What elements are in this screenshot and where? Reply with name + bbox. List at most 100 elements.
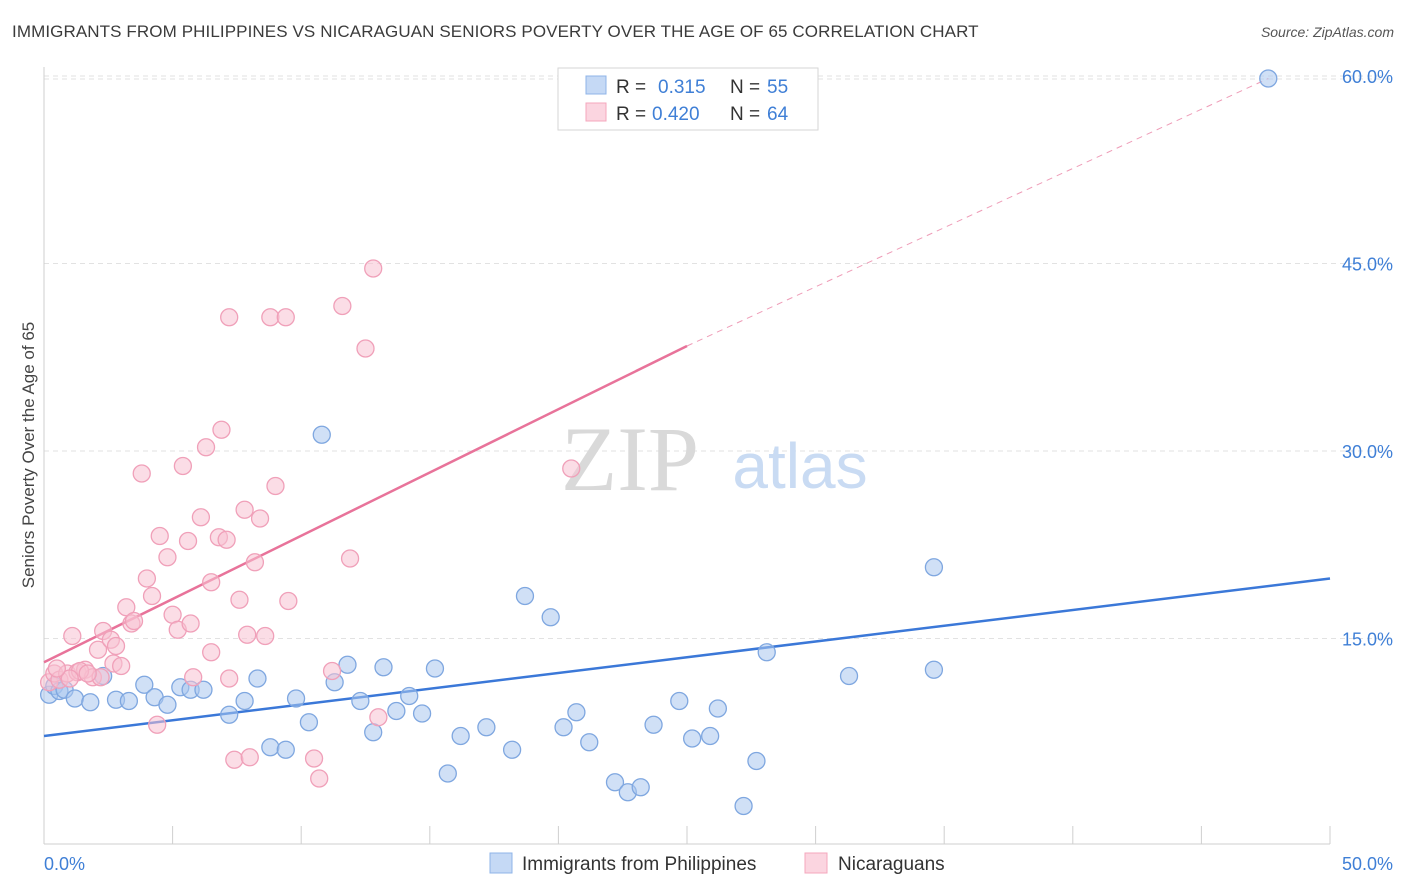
point-philippines [700,726,720,746]
point-philippines [502,740,522,759]
axes: 15.0% 30.0% 45.0% 60.0% 0.0% 50.0% [43,67,1393,874]
legend-swatch-blue [585,75,607,95]
point-philippines [387,701,406,721]
point-philippines [670,691,689,711]
point-nicaraguans [310,769,329,788]
point-nicaraguans [191,508,211,527]
point-philippines [374,658,393,677]
point-philippines [839,666,859,686]
point-nicaraguans [304,749,324,768]
point-philippines [682,729,702,748]
point-nicaraguans [256,626,275,646]
point-nicaraguans [196,438,216,457]
point-philippines [400,686,419,706]
point-nicaraguans [322,661,342,681]
point-nicaraguans [217,530,236,549]
point-philippines [477,718,496,737]
legend-bottom: Immigrants from Philippines Nicaraguans [489,852,945,875]
point-nicaraguans [117,598,136,617]
series-nicaraguans [39,259,581,788]
trend-lines [43,78,1331,738]
point-philippines [65,689,85,708]
point-nicaraguans [220,669,239,688]
point-philippines [312,425,331,444]
y-tick-label: 45.0% [1342,255,1393,275]
trend-line-philippines [43,577,1331,738]
legend-r-value-1: 0.315 [658,77,706,98]
point-nicaraguans [266,476,285,496]
legend-r-label-1: R = [616,77,646,98]
point-philippines [734,796,753,816]
point-nicaraguans [178,531,198,551]
point-philippines [351,691,370,711]
point-philippines [235,691,254,711]
watermark-zip: ZIP [561,408,699,510]
point-philippines [924,660,944,679]
point-nicaraguans [340,549,360,568]
point-philippines [338,655,357,674]
x-tick-label-max: 50.0% [1342,854,1393,874]
point-nicaraguans [124,611,144,631]
legend-bottom-label-1: Immigrants from Philippines [522,854,756,875]
point-nicaraguans [364,259,383,278]
point-nicaraguans [245,553,265,572]
point-nicaraguans [276,308,295,327]
y-tick-label: 60.0% [1342,67,1393,87]
y-axis-label: Seniors Poverty Over the Age of 65 [19,322,38,588]
point-nicaraguans [333,296,352,316]
point-philippines [515,586,535,606]
point-philippines [757,643,776,662]
trend-line-nicaraguans-extension [686,78,1269,347]
point-nicaraguans [78,664,97,683]
point-nicaraguans [235,500,254,519]
legend-top: R = 0.315 N = 55 R = 0.420 N = 64 [557,67,819,131]
y-tick-label: 30.0% [1342,442,1393,462]
x-tick-label-min: 0.0% [44,854,85,874]
legend-bottom-swatch-blue [489,852,513,874]
point-nicaraguans [250,509,270,528]
point-nicaraguans [60,669,79,688]
point-nicaraguans [212,420,231,439]
point-nicaraguans [240,748,259,767]
point-nicaraguans [225,750,244,769]
point-philippines [541,608,560,627]
legend-r-value-2: 0.420 [652,104,700,125]
point-nicaraguans [142,586,162,606]
point-nicaraguans [158,548,177,567]
point-philippines [299,713,319,732]
y-tick-label: 15.0% [1342,630,1393,650]
point-philippines [924,558,944,577]
point-nicaraguans [150,526,169,546]
point-nicaraguans [220,308,239,327]
point-philippines [425,659,445,678]
point-philippines [554,718,573,737]
point-nicaraguans [112,656,131,676]
legend-bottom-label-2: Nicaraguans [838,854,945,875]
point-nicaraguans [132,464,151,483]
point-philippines [631,778,650,797]
point-nicaraguans [88,640,108,659]
legend-n-label-2: N = [730,104,760,125]
grid-lines [44,75,1392,639]
legend-n-value-2: 64 [767,104,789,125]
legend-r-label-2: R = [616,104,646,125]
legend-n-label-1: N = [730,77,760,98]
point-nicaraguans [202,643,221,662]
point-philippines [644,715,663,734]
point-philippines [81,693,100,712]
point-philippines [220,705,239,724]
legend-swatch-pink [585,102,607,122]
point-philippines [567,703,586,722]
trend-line-nicaraguans [43,344,688,664]
point-nicaraguans [562,459,581,478]
point-nicaraguans [137,569,157,588]
point-nicaraguans [238,625,257,644]
point-philippines [708,699,728,718]
point-nicaraguans [279,591,298,611]
point-philippines [412,704,432,723]
point-philippines [194,680,213,699]
chart-title: IMMIGRANTS FROM PHILIPPINES VS NICARAGUA… [12,22,979,41]
point-philippines [580,733,599,752]
watermark-atlas: atlas [732,430,867,502]
